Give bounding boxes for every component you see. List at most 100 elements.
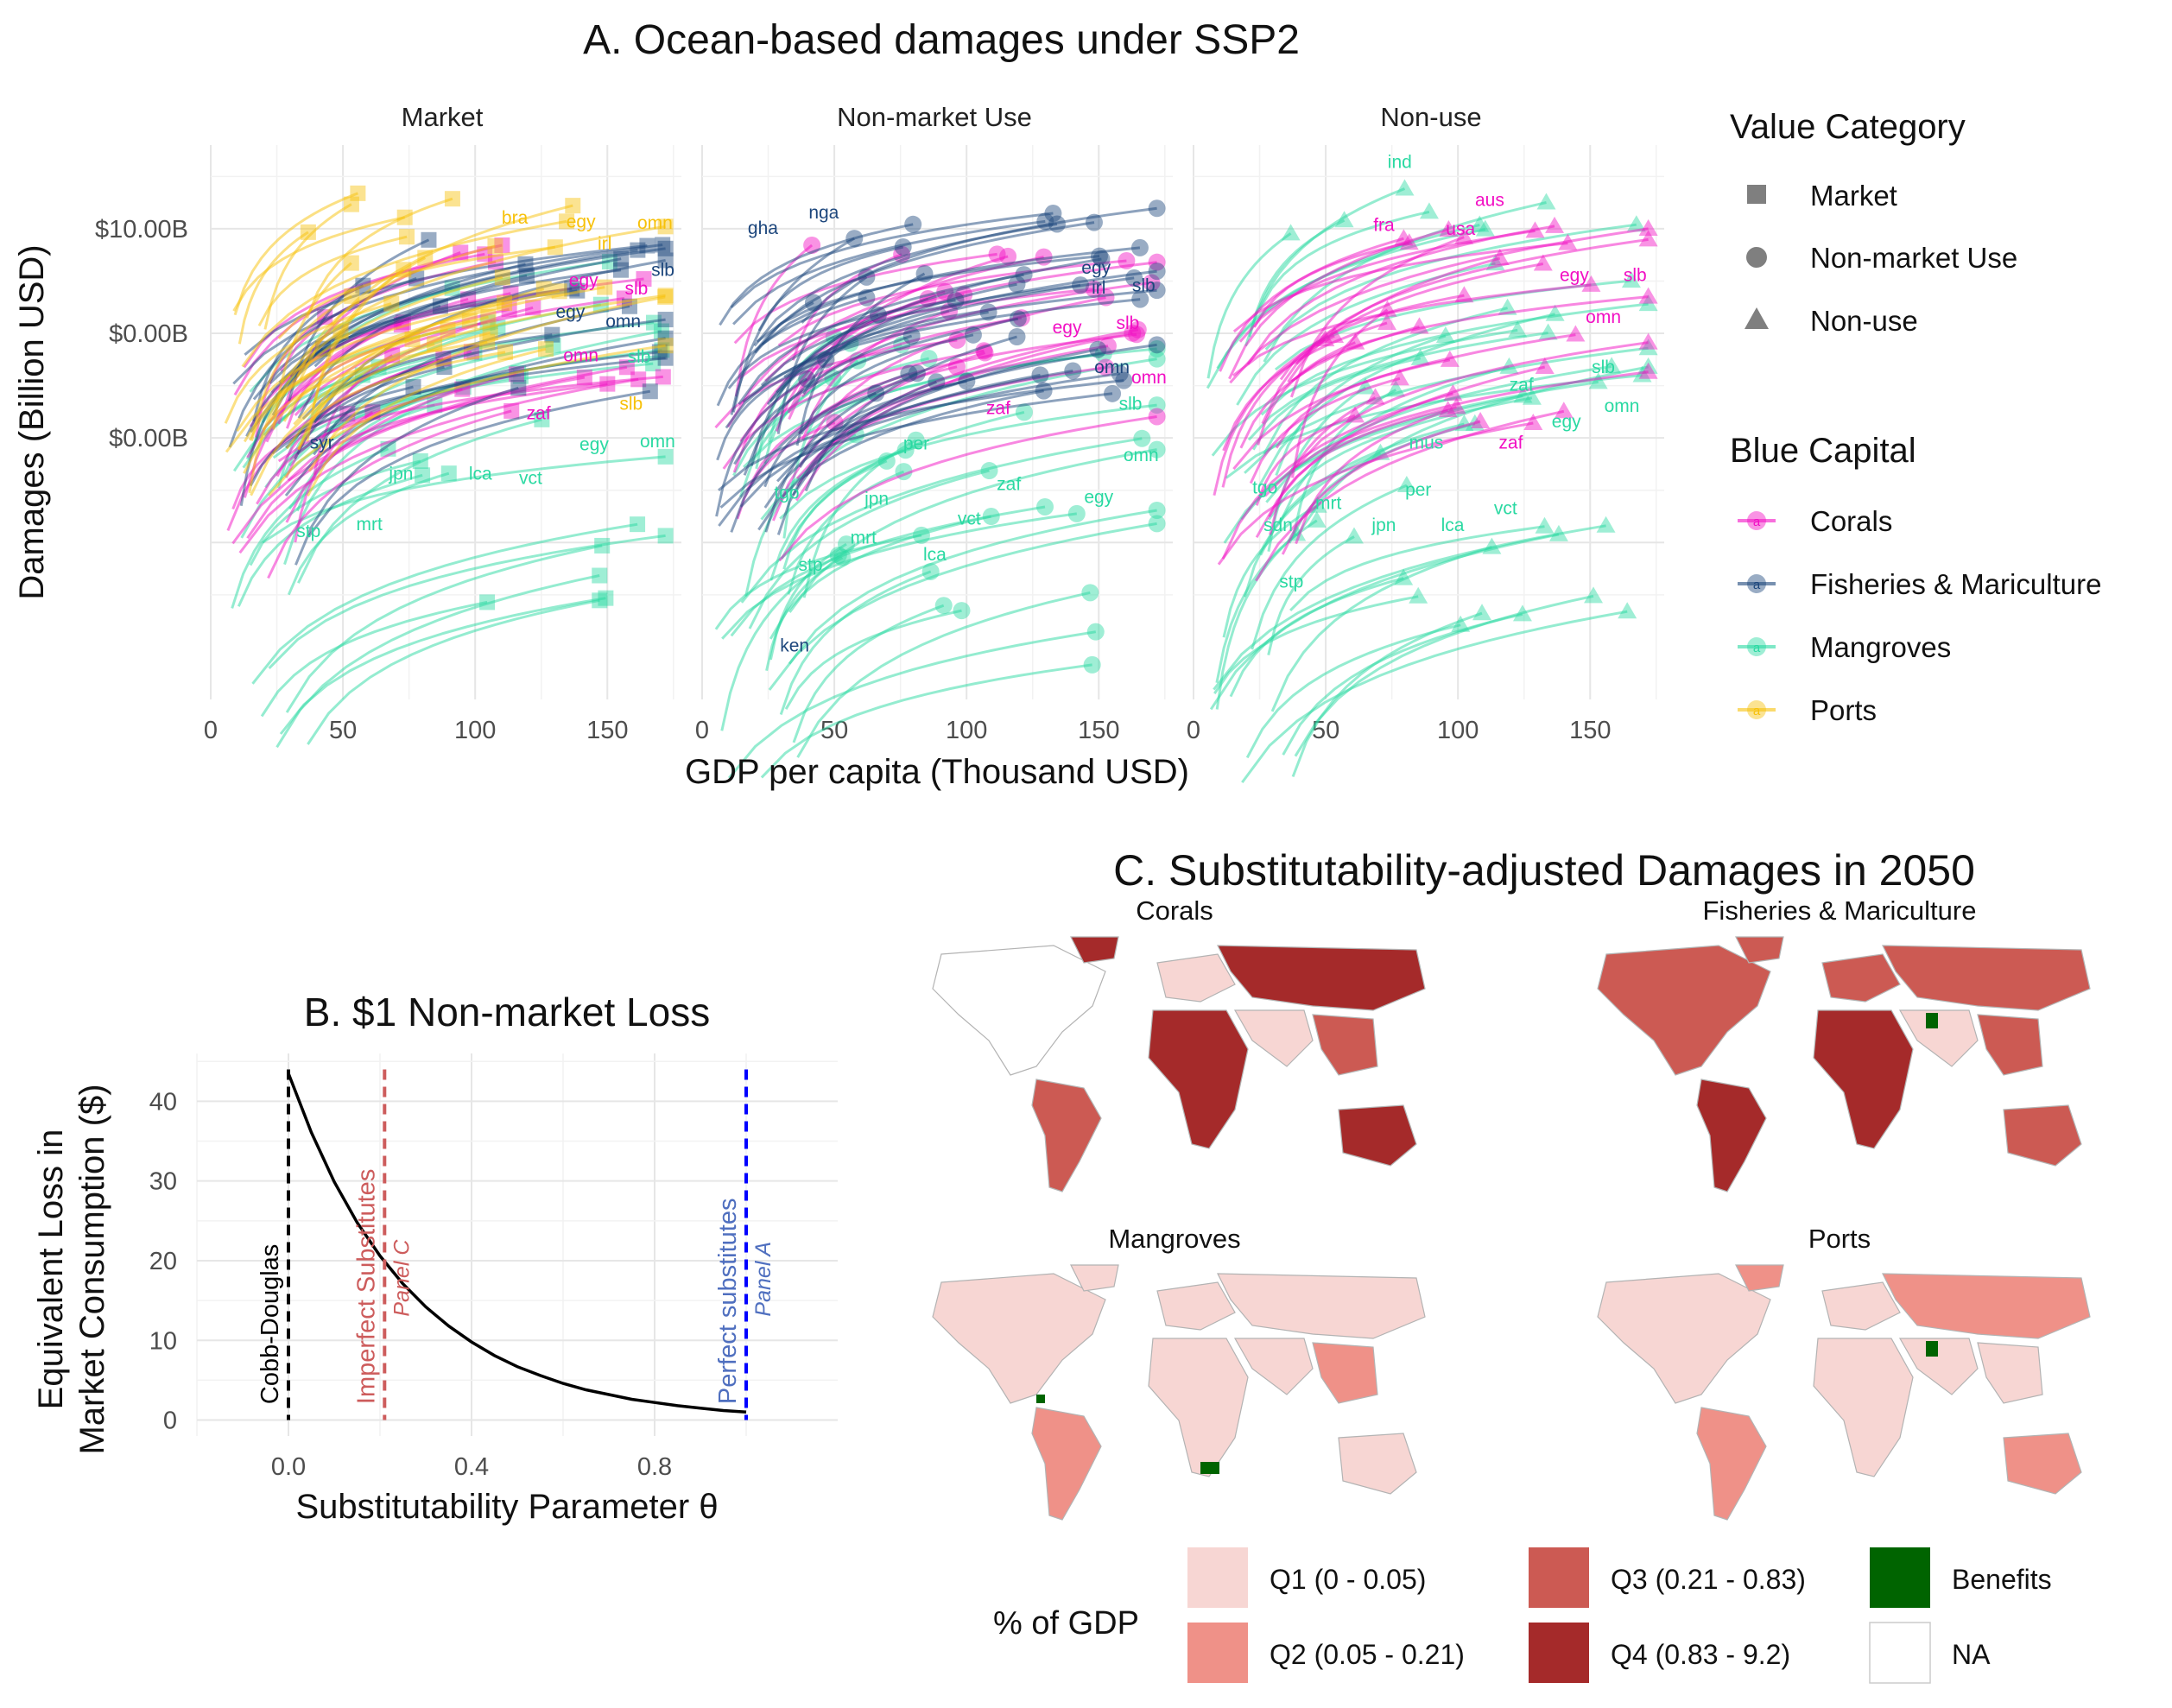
panel-b-y-axis-label-line1: Equivalent Loss in (32, 1129, 70, 1410)
point-marker (613, 250, 630, 267)
map-region-south-america (1031, 1407, 1102, 1521)
y-tick-label: 10 (149, 1327, 177, 1355)
legend-color-keys: a Corals a Fisheries & Mariculture a Mangrove… (1738, 505, 2101, 726)
map-region-europe (1156, 953, 1236, 1003)
point-marker (1533, 254, 1553, 271)
country-label: irl (598, 234, 611, 254)
panel-b-plot: 0.0 0.4 0.8 0 10 20 30 40 Cobb-Douglas Imperfect … (149, 1053, 838, 1481)
country-label: zaf (1510, 376, 1534, 395)
series-line (802, 282, 1017, 395)
point-marker (630, 242, 646, 258)
point-marker (1440, 350, 1460, 367)
legend-label: Q4 (0.83 - 9.2) (1611, 1639, 1790, 1670)
point-marker (645, 314, 662, 331)
point-marker (1148, 282, 1166, 300)
series-line (232, 216, 406, 312)
map-region-russia-asia (1217, 945, 1426, 1011)
point-marker (1008, 328, 1026, 346)
point-marker (1044, 205, 1062, 223)
map-region-greenland (1735, 1264, 1784, 1292)
panel-a-y-tick-labels: $10.00B $0.00B $0.00B (95, 216, 188, 452)
series-line (299, 204, 573, 381)
panel-a-title: A. Ocean-based damages under SSP2 (583, 17, 1300, 63)
point-marker (1535, 357, 1555, 375)
map-region-australia (2003, 1104, 2082, 1167)
point-marker (1036, 212, 1054, 231)
point-marker (592, 592, 608, 609)
reference-line-label: Cobb-Douglas (256, 1244, 284, 1404)
point-marker (597, 279, 613, 295)
country-label: mus (1409, 433, 1444, 452)
country-label: syr (310, 433, 334, 452)
legend-label: Market (1810, 180, 1897, 212)
point-marker (569, 282, 586, 299)
map-region-europe (1821, 1281, 1901, 1331)
x-tick-label: 150 (1569, 717, 1611, 744)
point-marker (1638, 362, 1658, 379)
country-label: egy (1560, 265, 1589, 285)
legend-key-nonuse-triangle (1745, 307, 1769, 329)
point-marker (1638, 338, 1658, 356)
series-line (1213, 595, 1419, 694)
map-region-europe (1821, 953, 1901, 1003)
series-line (1289, 236, 1465, 398)
point-marker (1015, 403, 1033, 421)
series-line (243, 319, 471, 443)
country-label: aus (1475, 190, 1504, 210)
series-line (313, 269, 622, 368)
point-marker (1346, 406, 1365, 423)
series-line (778, 415, 1157, 562)
country-label: lca (923, 545, 947, 565)
map-benefit-patch (1926, 1341, 1938, 1357)
series-line (796, 591, 1091, 758)
point-marker (979, 303, 997, 321)
series-line (285, 318, 666, 449)
series-line (277, 375, 663, 463)
point-marker (1148, 408, 1166, 426)
series-line (779, 570, 932, 715)
point-marker (534, 411, 550, 427)
point-marker (1508, 320, 1528, 338)
country-label: egy (1053, 318, 1082, 338)
point-marker (1377, 313, 1397, 331)
point-marker (332, 323, 349, 339)
point-marker (1538, 323, 1558, 340)
point-marker (1089, 340, 1107, 358)
point-marker (642, 383, 658, 400)
point-marker (1410, 348, 1430, 365)
legend-label: NA (1952, 1639, 1991, 1670)
series-line (1259, 422, 1465, 556)
point-marker (1548, 524, 1568, 541)
facet-series-lines (714, 199, 1166, 779)
legend-label: Non-market Use (1810, 242, 2017, 274)
legend-key-glyph: a (1753, 704, 1761, 718)
map-region-south-america (1696, 1407, 1767, 1521)
reference-line-label: Imperfect Substitutes (352, 1169, 380, 1404)
country-label: mrt (357, 515, 383, 535)
series-line (715, 377, 807, 517)
map-region-africa (1148, 1338, 1249, 1477)
series-line (760, 283, 1081, 387)
x-tick-label: 0 (1187, 717, 1200, 744)
point-marker (1584, 586, 1604, 604)
point-marker (630, 516, 646, 533)
series-line (764, 261, 1157, 383)
series-line (1247, 332, 1548, 441)
legend-swatch (1187, 1547, 1248, 1608)
legend-swatch (1870, 1547, 1930, 1608)
reference-line-sublabel: Panel C (389, 1239, 414, 1317)
series-line (307, 389, 651, 538)
legend-key-point (1747, 511, 1766, 530)
series-line (1221, 334, 1335, 488)
point-marker (612, 262, 629, 278)
point-marker (598, 590, 614, 606)
country-label: fra (1373, 215, 1395, 235)
point-marker (1439, 220, 1459, 237)
map-title: Corals (1136, 895, 1213, 926)
point-marker (1090, 247, 1108, 265)
point-marker (544, 326, 560, 343)
map-region-greenland (1070, 1264, 1119, 1292)
point-marker (953, 602, 971, 620)
equivalent-loss-curve (287, 1072, 747, 1414)
